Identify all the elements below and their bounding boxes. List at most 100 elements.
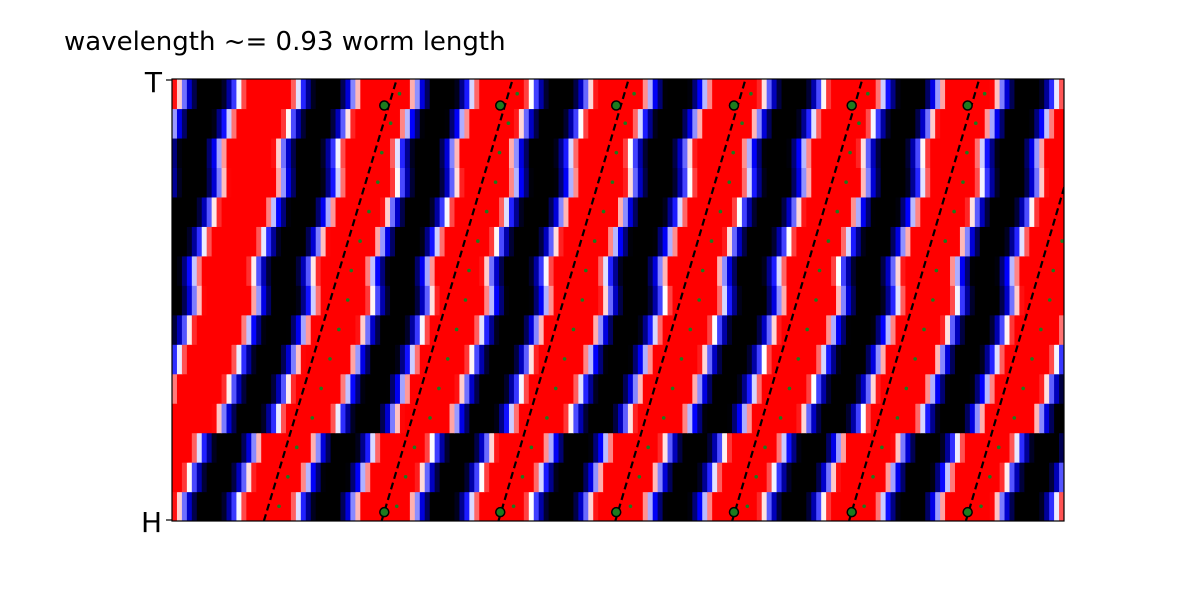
heatmap-cell bbox=[310, 432, 317, 463]
heatmap-cell bbox=[994, 462, 1001, 493]
heatmap-cell bbox=[558, 285, 565, 316]
heatmap-cell bbox=[831, 314, 837, 345]
heatmap-cell bbox=[662, 373, 669, 404]
trace-dot bbox=[934, 268, 939, 273]
heatmap-cell bbox=[474, 137, 480, 168]
trace-dot bbox=[580, 298, 585, 302]
heatmap-cell bbox=[290, 285, 297, 316]
heatmap-cell bbox=[295, 255, 302, 286]
heatmap-cell bbox=[261, 285, 267, 316]
heatmap-cell bbox=[295, 432, 302, 463]
trace-dot bbox=[345, 298, 350, 302]
heatmap-cell bbox=[508, 226, 515, 257]
heatmap-cell bbox=[588, 255, 594, 286]
heatmap-cell bbox=[390, 137, 396, 168]
heatmap-cell bbox=[176, 167, 183, 198]
heatmap-cell bbox=[935, 373, 941, 404]
heatmap-cell bbox=[578, 373, 584, 404]
heatmap-cell bbox=[300, 285, 307, 316]
heatmap-cell bbox=[618, 255, 624, 286]
heatmap-cell bbox=[900, 462, 907, 493]
heatmap-cell bbox=[330, 79, 337, 110]
heatmap-cell bbox=[1009, 373, 1016, 404]
heatmap-cell bbox=[563, 226, 570, 257]
heatmap-cell bbox=[231, 344, 238, 375]
heatmap-cell bbox=[875, 167, 882, 198]
heatmap-cell bbox=[563, 462, 570, 493]
heatmap-cell bbox=[791, 167, 797, 198]
heatmap-cell bbox=[1029, 79, 1035, 110]
heatmap-cell bbox=[172, 79, 178, 110]
heatmap-cell bbox=[841, 403, 847, 434]
heatmap-cell bbox=[930, 462, 936, 493]
heatmap-cell bbox=[900, 196, 907, 227]
heatmap-cell bbox=[479, 491, 485, 521]
heatmap-cell bbox=[895, 108, 902, 139]
heatmap-cell bbox=[434, 137, 441, 168]
heatmap-cell bbox=[717, 344, 723, 375]
heatmap-cell bbox=[206, 108, 213, 139]
heatmap-cell bbox=[672, 403, 679, 434]
heatmap-cell bbox=[181, 167, 188, 198]
heatmap-cell bbox=[241, 314, 247, 345]
heatmap-cell bbox=[176, 314, 183, 345]
heatmap-cell bbox=[791, 491, 797, 521]
heatmap-cell bbox=[305, 137, 312, 168]
heatmap-cell bbox=[390, 226, 396, 257]
heatmap-cell bbox=[722, 196, 728, 227]
heatmap-cell bbox=[404, 344, 411, 375]
heatmap-cell bbox=[295, 344, 302, 375]
heatmap-cell bbox=[603, 344, 609, 375]
heatmap-cell bbox=[880, 314, 887, 345]
heatmap-cell bbox=[236, 432, 242, 463]
heatmap-cell bbox=[707, 108, 713, 139]
heatmap-cell bbox=[513, 285, 520, 316]
trace-dot bbox=[412, 445, 417, 450]
heatmap-cell bbox=[568, 373, 574, 404]
heatmap-cell bbox=[1019, 403, 1025, 434]
heatmap-cell bbox=[845, 285, 852, 316]
trace-dot bbox=[493, 180, 498, 184]
heatmap-cell bbox=[875, 432, 882, 463]
heatmap-cell bbox=[543, 314, 550, 345]
heatmap-cell bbox=[935, 462, 941, 493]
head-marker bbox=[846, 506, 857, 518]
trace-dot bbox=[817, 268, 822, 273]
heatmap-cell bbox=[935, 344, 941, 375]
heatmap-cell bbox=[261, 432, 267, 463]
heatmap-cell bbox=[504, 255, 510, 286]
heatmap-cell bbox=[414, 344, 421, 375]
heatmap-cell bbox=[375, 137, 381, 168]
heatmap-cell bbox=[409, 314, 416, 345]
heatmap-cell bbox=[682, 137, 688, 168]
heatmap-cell bbox=[226, 79, 233, 110]
heatmap-cell bbox=[781, 196, 788, 227]
heatmap-cell bbox=[504, 491, 510, 521]
heatmap-cell bbox=[172, 196, 178, 227]
heatmap-cell bbox=[950, 79, 956, 110]
heatmap-cell bbox=[290, 196, 297, 227]
heatmap-cell bbox=[464, 79, 470, 110]
heatmap-cell bbox=[439, 108, 446, 139]
trace-dot bbox=[857, 121, 861, 125]
heatmap-cell bbox=[380, 255, 386, 286]
heatmap-cell bbox=[811, 462, 817, 493]
heatmap-cell bbox=[310, 462, 317, 493]
heatmap-cell bbox=[578, 137, 584, 168]
heatmap-cell bbox=[281, 344, 287, 375]
heatmap-cell bbox=[712, 226, 718, 257]
heatmap-cell bbox=[380, 373, 386, 404]
heatmap-cell bbox=[945, 403, 951, 434]
heatmap-cell bbox=[662, 314, 669, 345]
heatmap-cell bbox=[211, 167, 218, 198]
heatmap-cell bbox=[1049, 108, 1055, 139]
heatmap-cell bbox=[409, 79, 416, 110]
heatmap-cell bbox=[717, 108, 723, 139]
heatmap-cell bbox=[1044, 314, 1050, 345]
heatmap-cell bbox=[474, 167, 480, 198]
heatmap-cell bbox=[271, 314, 277, 345]
heatmap-cell bbox=[429, 403, 436, 434]
heatmap-cell bbox=[831, 196, 837, 227]
heatmap-cell bbox=[1049, 226, 1055, 257]
heatmap-cell bbox=[340, 79, 347, 110]
